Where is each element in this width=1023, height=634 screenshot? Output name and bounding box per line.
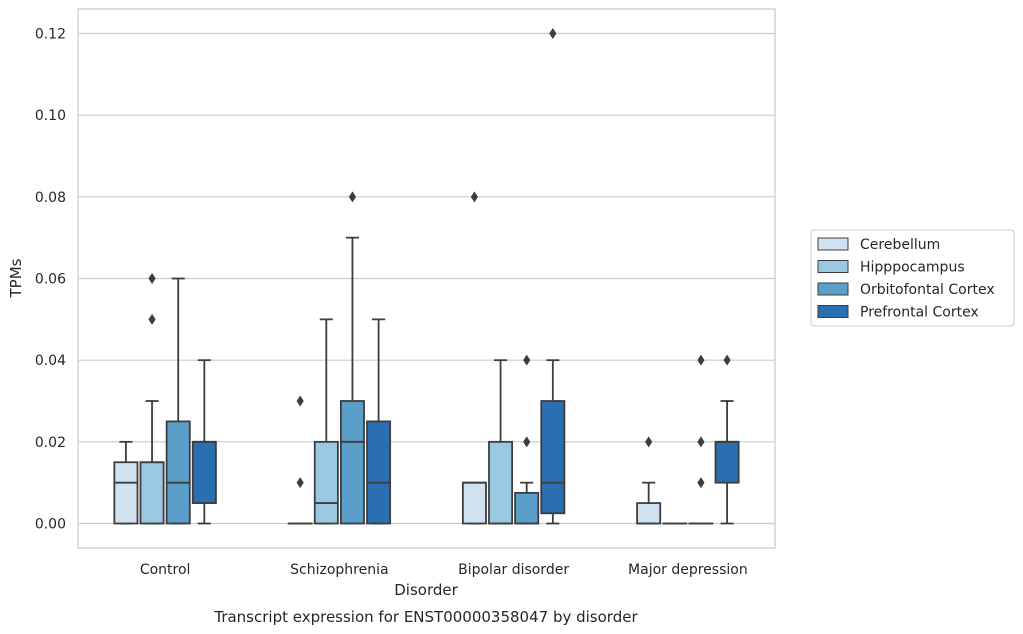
legend-frame	[810, 229, 1015, 327]
box-iqr	[540, 400, 566, 515]
legend-swatch	[817, 282, 849, 296]
plot-frame	[77, 8, 776, 549]
chart-caption: Transcript expression for ENST0000035804…	[213, 608, 638, 626]
x-tick-label: Control	[140, 562, 191, 578]
y-tick-label: 0.04	[35, 353, 66, 369]
box-iqr	[165, 420, 191, 525]
outlier-point	[723, 354, 731, 366]
box-orbitofontal-cortex	[165, 277, 191, 525]
box-prefrontal-cortex	[540, 28, 566, 525]
box-prefrontal-cortex	[366, 318, 392, 525]
box-iqr	[366, 420, 392, 525]
box-iqr	[339, 400, 365, 525]
box-iqr	[514, 491, 540, 525]
box-orbitofontal-cortex	[514, 354, 540, 525]
outlier-point	[697, 436, 705, 448]
box-orbitofontal-cortex	[339, 191, 365, 525]
outlier-point	[549, 28, 557, 39]
x-tick-label: Schizophrenia	[290, 562, 388, 578]
outlier-point	[523, 436, 531, 448]
box-iqr	[461, 481, 487, 525]
legend-swatch	[817, 237, 849, 251]
outlier-point	[348, 191, 357, 203]
x-tick-label: Bipolar disorder	[458, 562, 569, 578]
y-tick-label: 0.10	[35, 108, 66, 124]
outlier-point	[296, 477, 304, 489]
box-hipppocampus	[139, 273, 165, 525]
legend-label: Prefrontal Cortex	[860, 305, 979, 321]
y-axis-label: TPMs	[7, 258, 25, 298]
outlier-point	[697, 354, 705, 366]
box-iqr	[139, 461, 165, 525]
x-axis-ticks: Control Schizophrenia Bipolar disorder Majo…	[140, 562, 748, 578]
outlier-point	[148, 273, 156, 284]
box-iqr	[113, 461, 139, 525]
y-tick-label: 0.02	[35, 435, 66, 451]
box-cerebellum	[287, 395, 313, 525]
y-tick-label: 0.08	[35, 190, 66, 206]
box-cerebellum	[636, 436, 662, 525]
legend-label: Orbitofontal Cortex	[860, 282, 995, 298]
y-axis-ticks: 0.00 0.02 0.04 0.06 0.08 0.10 0.12	[35, 27, 66, 533]
legend-label: Hipppocampus	[860, 260, 965, 276]
outlier-point	[645, 436, 653, 448]
outlier-point	[148, 313, 156, 325]
legend-swatch	[817, 260, 849, 273]
box-iqr	[191, 440, 217, 504]
box-hipppocampus	[488, 359, 514, 525]
box-prefrontal-cortex	[191, 359, 217, 525]
y-tick-label: 0.00	[35, 517, 66, 533]
boxes-layer	[113, 28, 740, 525]
outlier-point	[523, 354, 531, 366]
box-iqr	[636, 502, 662, 525]
box-prefrontal-cortex	[714, 354, 740, 525]
box-hipppocampus	[313, 318, 339, 525]
x-tick-label: Major depression	[628, 562, 748, 578]
box-orbitofontal-cortex	[688, 354, 714, 525]
legend-swatch	[817, 305, 849, 318]
outlier-point	[296, 395, 304, 407]
box-iqr	[488, 440, 514, 525]
legend-label: Cerebellum	[860, 237, 940, 253]
box-iqr	[714, 440, 740, 484]
box-cerebellum	[113, 440, 139, 525]
outlier-point	[697, 477, 705, 489]
legend: Cerebellum Hipppocampus Orbitofontal Corte…	[810, 229, 1015, 327]
outlier-point	[470, 191, 479, 203]
box-cerebellum	[461, 191, 487, 525]
y-tick-label: 0.12	[35, 27, 66, 43]
box-iqr	[313, 440, 339, 525]
x-axis-label: Disorder	[394, 581, 458, 599]
y-tick-label: 0.06	[35, 272, 66, 288]
